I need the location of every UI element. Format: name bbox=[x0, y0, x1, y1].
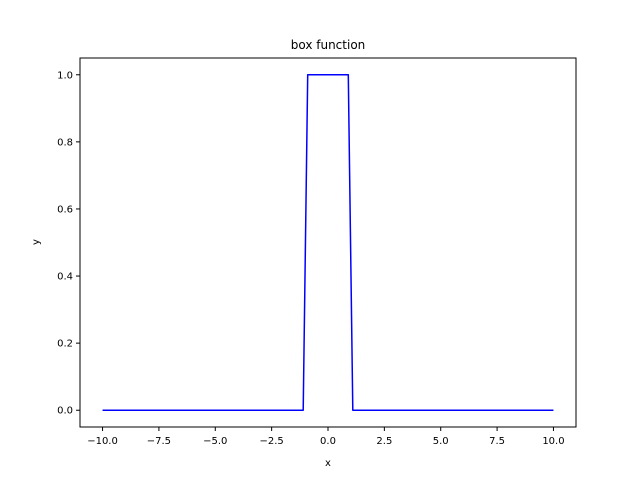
y-tick-label: 0.4 bbox=[57, 272, 73, 283]
x-tick-label: 10.0 bbox=[542, 436, 564, 447]
x-tick-label: 2.5 bbox=[376, 436, 392, 447]
y-tick-label: 0.2 bbox=[57, 339, 73, 350]
y-tick-label: 1.0 bbox=[57, 70, 73, 81]
series-line-0 bbox=[102, 74, 554, 411]
y-tick-label: 0.8 bbox=[57, 137, 73, 148]
x-tick-label: −2.5 bbox=[259, 436, 283, 447]
x-tick-label: 0.0 bbox=[320, 436, 336, 447]
x-axis-ticks: −10.0 −7.5 −5.0 −2.5 0.0 2.5 5.0 7.5 10.0 bbox=[87, 427, 565, 447]
x-tick-label: −7.5 bbox=[147, 436, 171, 447]
y-axis-ticks: 0.0 0.2 0.4 0.6 0.8 1.0 bbox=[57, 70, 80, 417]
y-tick-label: 0.0 bbox=[57, 406, 73, 417]
x-tick-label: −5.0 bbox=[203, 436, 227, 447]
x-tick-label: 5.0 bbox=[433, 436, 449, 447]
chart-title: box function bbox=[291, 38, 366, 52]
y-axis-label: y bbox=[31, 239, 42, 245]
x-axis-label: x bbox=[325, 458, 331, 469]
series-layer bbox=[102, 74, 554, 411]
x-tick-label: 7.5 bbox=[489, 436, 505, 447]
y-tick-label: 0.6 bbox=[57, 204, 73, 215]
x-tick-label: −10.0 bbox=[87, 436, 118, 447]
